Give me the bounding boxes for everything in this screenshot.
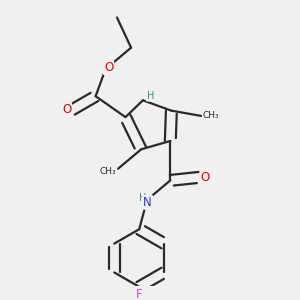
Text: O: O: [62, 103, 71, 116]
Text: H: H: [147, 91, 154, 101]
Text: F: F: [136, 288, 142, 300]
Text: O: O: [104, 61, 113, 74]
Text: CH₃: CH₃: [203, 111, 219, 120]
Text: CH₃: CH₃: [100, 167, 116, 176]
Text: O: O: [201, 171, 210, 184]
Text: H: H: [139, 194, 146, 203]
Text: N: N: [143, 196, 152, 209]
